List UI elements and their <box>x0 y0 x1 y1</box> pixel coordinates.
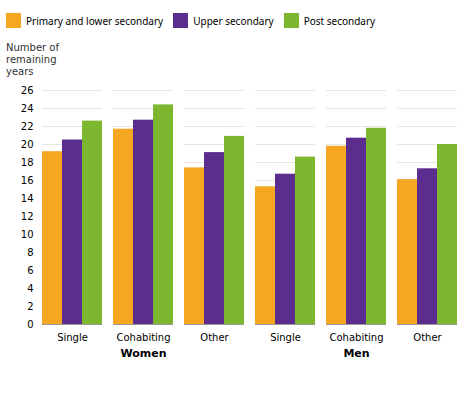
svg-text:4: 4 <box>27 283 33 294</box>
svg-text:14: 14 <box>21 193 34 204</box>
html-text:Primary and lower secondary: Primary and lower secondary <box>26 13 164 28</box>
svg-text:Single: Single <box>57 332 88 343</box>
svg-text:Cohabiting: Cohabiting <box>329 332 383 343</box>
html-text:Upper secondary: Upper secondary <box>193 13 274 28</box>
svg-text:2: 2 <box>27 301 33 312</box>
svg-text:20: 20 <box>21 139 34 150</box>
svg-text:26: 26 <box>21 85 34 96</box>
svg-text:24: 24 <box>21 103 34 114</box>
html-text:Number of remaining years: Number of remaining years <box>6 42 59 77</box>
svg-text:22: 22 <box>21 121 34 132</box>
svg-text:Single: Single <box>270 332 301 343</box>
svg-text:Other: Other <box>413 332 442 343</box>
svg-text:Other: Other <box>200 332 229 343</box>
svg-text:8: 8 <box>27 247 33 258</box>
html-text:Post secondary: Post secondary <box>303 13 376 28</box>
svg-text:0: 0 <box>27 319 33 330</box>
svg-text:16: 16 <box>21 175 34 186</box>
svg-text:Men: Men <box>343 347 369 360</box>
svg-text:Cohabiting: Cohabiting <box>116 332 170 343</box>
svg-text:10: 10 <box>21 229 34 240</box>
svg-text:18: 18 <box>21 157 34 168</box>
svg-text:12: 12 <box>21 211 34 222</box>
svg-text:6: 6 <box>27 265 33 276</box>
svg-text:Women: Women <box>120 347 166 360</box>
